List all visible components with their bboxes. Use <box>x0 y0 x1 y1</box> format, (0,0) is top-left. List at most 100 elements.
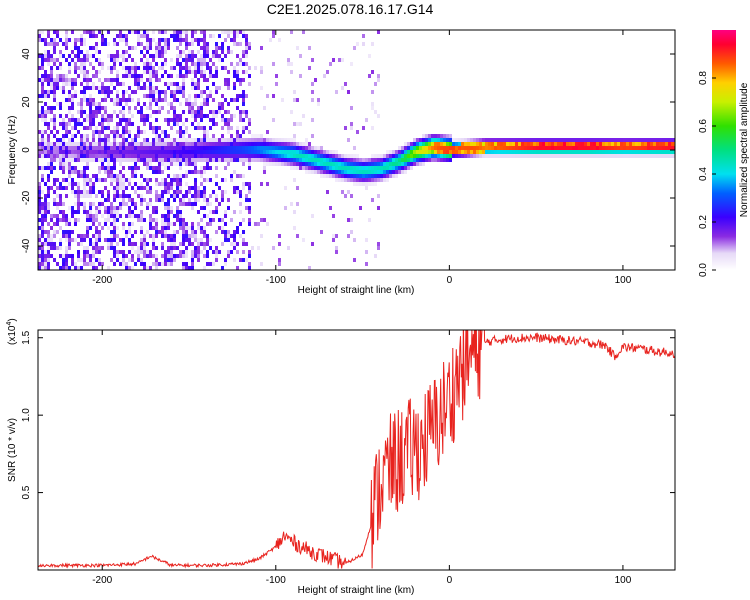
heatmap-cell <box>332 166 335 170</box>
heatmap-cell <box>434 150 437 154</box>
heatmap-cell <box>407 146 410 150</box>
heatmap-cell <box>530 138 533 142</box>
heatmap-cell <box>518 150 521 154</box>
heatmap-cell <box>194 190 197 194</box>
heatmap-cell <box>179 126 182 130</box>
heatmap-cell <box>62 258 65 262</box>
heatmap-cell <box>86 82 89 86</box>
heatmap-cell <box>83 54 86 58</box>
heatmap-cell <box>560 146 563 150</box>
heatmap-cell <box>233 158 236 162</box>
x-tick-label: -100 <box>266 575 286 586</box>
heatmap-cell <box>41 62 44 66</box>
heatmap-cell <box>308 150 311 154</box>
heatmap-cell <box>155 234 158 238</box>
heatmap-cell <box>227 102 230 106</box>
heatmap-cell <box>248 142 251 146</box>
heatmap-cell <box>200 102 203 106</box>
heatmap-cell <box>272 62 275 66</box>
heatmap-cell <box>146 94 149 98</box>
heatmap-cell <box>185 226 188 230</box>
heatmap-cell <box>83 90 86 94</box>
heatmap-cell <box>269 142 272 146</box>
heatmap-cell <box>233 42 236 46</box>
heatmap-cell <box>68 206 71 210</box>
heatmap-cell <box>152 142 155 146</box>
heatmap-cell <box>170 258 173 262</box>
heatmap-cell <box>587 138 590 142</box>
heatmap-cell <box>215 250 218 254</box>
heatmap-cell <box>242 50 245 54</box>
heatmap-cell <box>413 146 416 150</box>
heatmap-cell <box>77 54 80 58</box>
heatmap-cell <box>188 266 191 270</box>
heatmap-cell <box>65 254 68 258</box>
heatmap-cell <box>449 142 452 146</box>
heatmap-cell <box>221 118 224 122</box>
heatmap-cell <box>488 138 491 142</box>
heatmap-cell <box>245 42 248 46</box>
heatmap-cell <box>194 166 197 170</box>
heatmap-cell <box>398 162 401 166</box>
heatmap-cell <box>104 178 107 182</box>
heatmap-cell <box>299 122 302 126</box>
heatmap-cell <box>119 178 122 182</box>
heatmap-cell <box>149 186 152 190</box>
heatmap-cell <box>230 98 233 102</box>
heatmap-cell <box>560 154 563 158</box>
heatmap-cell <box>68 254 71 258</box>
heatmap-cell <box>167 38 170 42</box>
heatmap-cell <box>182 202 185 206</box>
heatmap-cell <box>494 150 497 154</box>
heatmap-cell <box>218 250 221 254</box>
heatmap-cell <box>44 90 47 94</box>
heatmap-cell <box>194 74 197 78</box>
heatmap-cell <box>44 250 47 254</box>
heatmap-cell <box>95 266 98 270</box>
heatmap-cell <box>176 158 179 162</box>
heatmap-cell <box>134 150 137 154</box>
heatmap-cell <box>233 66 236 70</box>
heatmap-cell <box>83 94 86 98</box>
heatmap-cell <box>242 186 245 190</box>
heatmap-cell <box>614 138 617 142</box>
heatmap-cell <box>140 86 143 90</box>
heatmap-cell <box>212 138 215 142</box>
heatmap-cell <box>341 158 344 162</box>
heatmap-cell <box>200 194 203 198</box>
heatmap-cell <box>86 246 89 250</box>
heatmap-cell <box>143 146 146 150</box>
heatmap-cell <box>194 238 197 242</box>
heatmap-cell <box>386 158 389 162</box>
heatmap-cell <box>179 90 182 94</box>
heatmap-cell <box>197 194 200 198</box>
heatmap-cell <box>182 30 185 34</box>
heatmap-cell <box>53 118 56 122</box>
heatmap-cell <box>122 186 125 190</box>
heatmap-cell <box>311 90 314 94</box>
heatmap-cell <box>542 150 545 154</box>
heatmap-cell <box>662 142 665 146</box>
heatmap-cell <box>335 250 338 254</box>
heatmap-cell <box>164 134 167 138</box>
heatmap-cell <box>125 214 128 218</box>
heatmap-cell <box>152 238 155 242</box>
heatmap-cell <box>305 142 308 146</box>
heatmap-cell <box>173 238 176 242</box>
heatmap-cell <box>191 42 194 46</box>
heatmap-cell <box>47 222 50 226</box>
heatmap-cell <box>149 54 152 58</box>
heatmap-cell <box>227 34 230 38</box>
heatmap-cell <box>203 254 206 258</box>
heatmap-cell <box>80 170 83 174</box>
x-tick-label: 100 <box>615 275 632 286</box>
heatmap-cell <box>389 170 392 174</box>
heatmap-cell <box>122 238 125 242</box>
heatmap-cell <box>230 142 233 146</box>
heatmap-cell <box>335 150 338 154</box>
heatmap-cell <box>212 158 215 162</box>
heatmap-cell <box>188 106 191 110</box>
heatmap-cell <box>92 250 95 254</box>
heatmap-cell <box>137 254 140 258</box>
heatmap-cell <box>122 82 125 86</box>
